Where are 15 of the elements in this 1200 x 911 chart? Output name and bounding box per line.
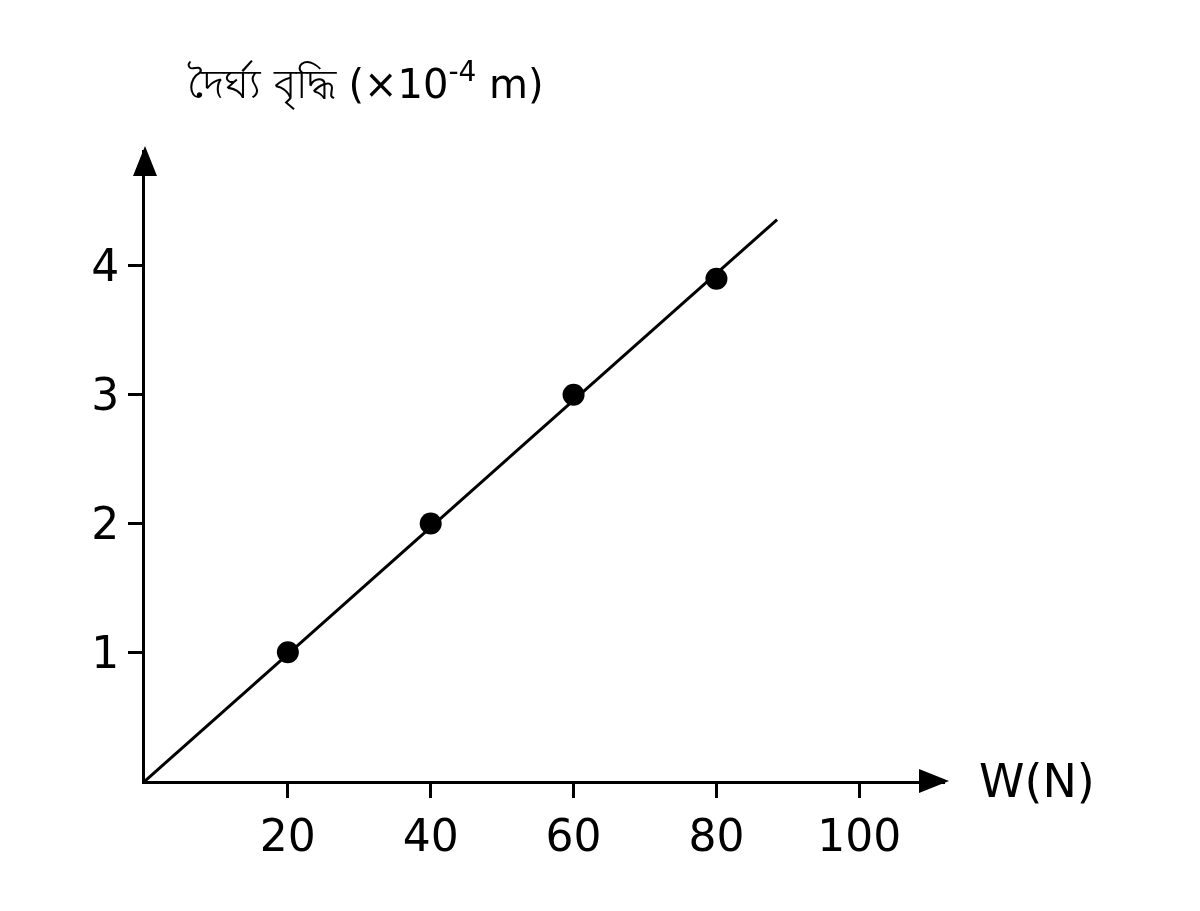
point	[562, 383, 585, 406]
x-tick-label: 60	[545, 809, 602, 861]
x-tick-label: 20	[259, 809, 316, 861]
point	[419, 512, 442, 535]
x-tick-label: 100	[817, 809, 902, 861]
x-axis-title: W(N)	[979, 754, 1095, 808]
y-tick-label: 2	[91, 497, 120, 549]
point	[276, 641, 299, 664]
y-tick-label: 1	[91, 626, 120, 678]
point	[705, 267, 728, 290]
y-axis-title: দৈর্ঘ্য বৃদ্ধি (×10$^{-4}$ m)	[187, 55, 544, 110]
x-tick-label: 40	[402, 809, 459, 861]
y-tick-label: 4	[91, 240, 120, 292]
x-tick-label: 80	[688, 809, 745, 861]
y-tick-label: 3	[91, 369, 120, 421]
